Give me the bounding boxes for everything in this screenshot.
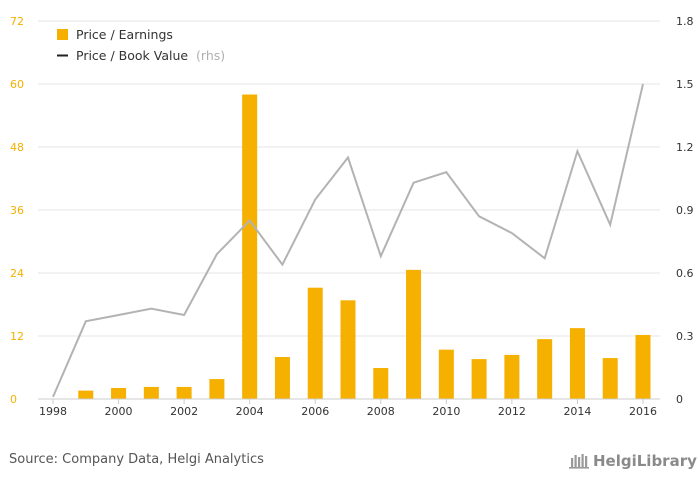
x-tick-label: 2002 xyxy=(170,405,198,418)
pe-bar xyxy=(307,287,323,399)
y-right-tick-label: 0 xyxy=(676,393,683,406)
pe-bar xyxy=(373,368,389,399)
pe-bar xyxy=(111,387,127,399)
y-left-tick-label: 12 xyxy=(10,330,24,343)
brand-name: HelgiLibrary xyxy=(593,452,697,470)
legend-label-pe: Price / Earnings xyxy=(76,27,173,42)
y-left-tick-label: 72 xyxy=(10,15,24,28)
legend-label-pb-suffix: (rhs) xyxy=(196,48,225,63)
x-tick-label: 2006 xyxy=(301,405,329,418)
legend: Price / Earnings Price / Book Value (rhs… xyxy=(57,27,225,63)
pe-bar xyxy=(78,390,94,399)
y-right-tick-label: 0.9 xyxy=(676,204,694,217)
footer: Source: Company Data, Helgi Analytics He… xyxy=(9,452,697,470)
axes: 0 0 12 0.3 24 0.6 36 0.9 48 1.2 60 1.5 72 1.8 1998 2000… xyxy=(10,15,694,418)
y-left-tick-label: 0 xyxy=(10,393,17,406)
legend-swatch-pe xyxy=(57,29,68,40)
legend-label-pb: Price / Book Value xyxy=(76,48,188,63)
pb-line-path xyxy=(52,83,644,398)
x-tick-label: 2000 xyxy=(105,405,133,418)
y-left-tick-label: 24 xyxy=(10,267,24,280)
pe-bar xyxy=(406,269,422,399)
x-tick-label: 2010 xyxy=(432,405,460,418)
source-note: Source: Company Data, Helgi Analytics xyxy=(9,452,264,467)
y-left-tick-label: 60 xyxy=(10,78,24,91)
pe-bar xyxy=(274,357,290,399)
x-tick-label: 2016 xyxy=(629,405,657,418)
pe-bar xyxy=(537,339,553,399)
gridlines xyxy=(38,20,660,337)
pe-bar xyxy=(471,359,487,399)
pe-bar xyxy=(209,379,225,399)
y-right-tick-label: 1.5 xyxy=(676,78,694,91)
x-tick-label: 2012 xyxy=(498,405,526,418)
y-right-tick-label: 1.2 xyxy=(676,141,694,154)
x-tick-label: 2008 xyxy=(367,405,395,418)
pe-bar xyxy=(569,328,585,399)
svg-text:Price / Book Value (rh: Price / Book Value (rhs) xyxy=(76,48,225,63)
pb-line xyxy=(52,83,644,398)
y-right-tick-label: 1.8 xyxy=(676,15,694,28)
x-tick-label: 2004 xyxy=(236,405,264,418)
y-left-tick-label: 48 xyxy=(10,141,24,154)
x-tick-label: 1998 xyxy=(39,405,67,418)
pe-bar xyxy=(242,94,258,399)
pe-bar xyxy=(504,354,520,399)
pe-bar xyxy=(176,386,192,399)
brand-logo: HelgiLibrary xyxy=(569,452,697,470)
y-left-tick-label: 36 xyxy=(10,204,24,217)
pe-bar xyxy=(602,358,618,399)
x-tick-label: 2014 xyxy=(563,405,591,418)
pe-bar xyxy=(143,386,159,399)
y-right-tick-label: 0.6 xyxy=(676,267,694,280)
library-icon xyxy=(569,454,589,469)
pe-bars xyxy=(78,94,651,399)
pe-bar xyxy=(340,300,356,399)
y-right-tick-label: 0.3 xyxy=(676,330,694,343)
pe-bar xyxy=(635,334,651,399)
pe-bar xyxy=(438,349,454,399)
